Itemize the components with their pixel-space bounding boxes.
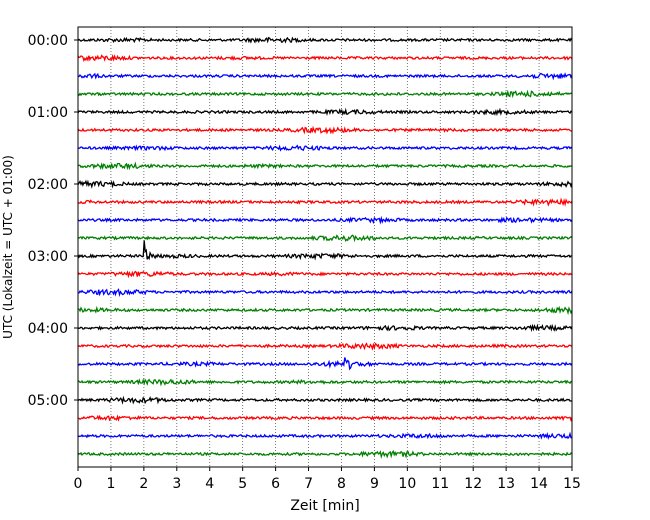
x-tick-label: 4 bbox=[205, 476, 214, 492]
trace-0315 bbox=[77, 270, 573, 279]
y-tick-label: 04:00 bbox=[28, 321, 68, 337]
trace-0415 bbox=[77, 342, 573, 351]
trace-0400 bbox=[77, 323, 573, 333]
x-tick-label: 13 bbox=[497, 476, 515, 492]
trace-0430 bbox=[77, 357, 573, 371]
x-tick-label: 2 bbox=[139, 476, 148, 492]
y-tick-label: 02:00 bbox=[28, 177, 68, 193]
x-tick-label: 7 bbox=[304, 476, 313, 492]
trace-0345 bbox=[77, 305, 573, 316]
x-tick-label: 3 bbox=[172, 476, 181, 492]
y-tick-label: 03:00 bbox=[28, 249, 68, 265]
trace-0000 bbox=[77, 36, 573, 44]
x-tick-label: 0 bbox=[74, 476, 83, 492]
trace-0200 bbox=[77, 179, 573, 189]
x-tick-label: 11 bbox=[431, 476, 449, 492]
grid-lines bbox=[110, 27, 540, 467]
trace-0145 bbox=[77, 161, 573, 171]
x-tick-label: 1 bbox=[106, 476, 115, 492]
trace-0545 bbox=[77, 449, 573, 460]
trace-0115 bbox=[77, 125, 572, 135]
trace-0515 bbox=[77, 414, 573, 423]
y-axis-label: UTC (Lokalzeit = UTC + 01:00) bbox=[1, 155, 15, 339]
y-axis-ticks: 00:00 01:00 02:00 03:00 04:00 05:00 bbox=[28, 33, 78, 409]
plot-frame bbox=[77, 26, 573, 468]
trace-0215 bbox=[77, 197, 573, 207]
trace-0045 bbox=[77, 89, 573, 99]
x-tick-label: 15 bbox=[563, 476, 581, 492]
trace-0300 bbox=[77, 240, 572, 261]
trace-0330 bbox=[77, 288, 573, 298]
trace-0500 bbox=[77, 395, 573, 405]
x-axis-label: Zeit [min] bbox=[290, 498, 359, 514]
trace-0030 bbox=[77, 72, 573, 81]
x-tick-label: 10 bbox=[398, 476, 416, 492]
trace-0445 bbox=[77, 378, 573, 387]
x-tick-label: 12 bbox=[464, 476, 482, 492]
trace-0230 bbox=[77, 215, 573, 225]
x-axis-ticks: 0 1 2 3 4 5 6 7 8 9 10 11 12 13 14 15 bbox=[74, 467, 581, 492]
y-tick-label: 05:00 bbox=[28, 393, 68, 409]
x-tick-label: 8 bbox=[337, 476, 346, 492]
x-tick-label: 5 bbox=[238, 476, 247, 492]
y-tick-label: 01:00 bbox=[28, 105, 68, 121]
trace-0245 bbox=[77, 234, 573, 243]
x-tick-label: 9 bbox=[370, 476, 379, 492]
x-tick-label: 14 bbox=[530, 476, 548, 492]
x-tick-label: 6 bbox=[271, 476, 280, 492]
trace-group bbox=[77, 36, 573, 460]
trace-0100 bbox=[77, 107, 573, 117]
trace-0015 bbox=[77, 54, 573, 63]
trace-0530 bbox=[77, 431, 573, 440]
y-tick-label: 00:00 bbox=[28, 33, 68, 49]
trace-0130 bbox=[77, 144, 573, 152]
